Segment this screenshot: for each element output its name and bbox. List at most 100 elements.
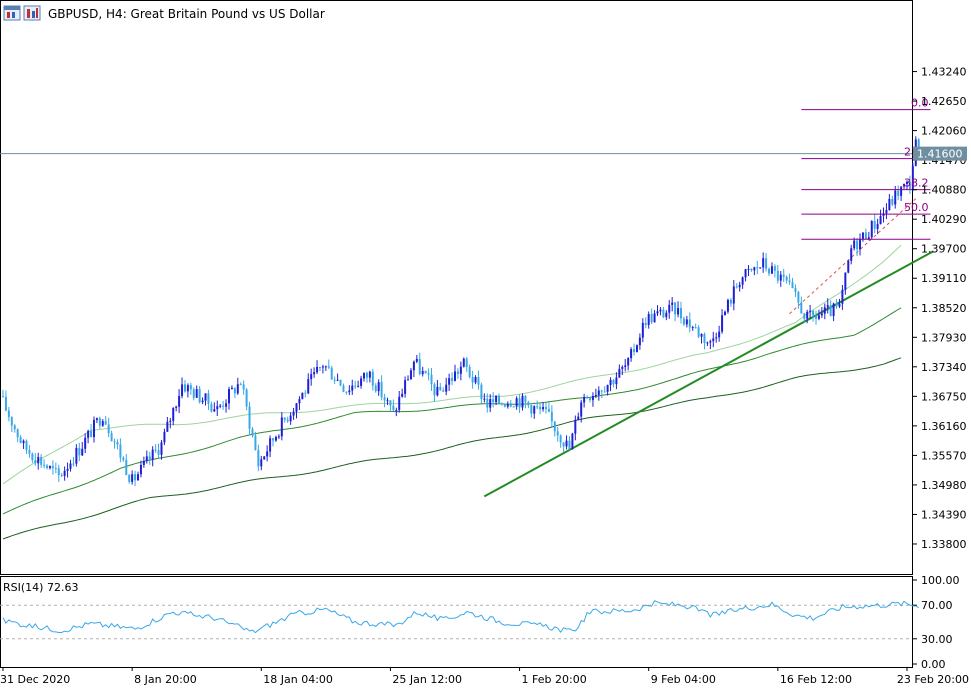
candle[interactable] [216,400,219,417]
candle[interactable] [134,470,137,487]
candle[interactable] [401,388,404,398]
candle[interactable] [151,446,154,467]
candle[interactable] [313,367,316,378]
candle[interactable] [442,387,445,392]
candle[interactable] [119,438,122,463]
candle[interactable] [911,162,914,192]
candle[interactable] [706,341,709,347]
candle[interactable] [653,310,656,323]
candle[interactable] [421,366,424,377]
candle[interactable] [785,275,788,284]
candle[interactable] [289,412,292,425]
candle[interactable] [34,453,37,466]
candle[interactable] [638,333,641,350]
candle[interactable] [407,375,410,381]
candle[interactable] [615,372,618,390]
candle[interactable] [345,391,348,395]
candle[interactable] [565,435,568,450]
candle[interactable] [735,282,738,289]
candle[interactable] [266,445,269,462]
candle[interactable] [316,360,319,375]
candle[interactable] [453,364,456,382]
candle[interactable] [116,439,119,450]
trendline[interactable] [483,250,934,498]
candle[interactable] [556,426,559,442]
candle[interactable] [16,428,19,443]
candle[interactable] [738,281,741,292]
candle[interactable] [157,443,160,459]
candle[interactable] [512,405,515,408]
candle[interactable] [806,309,809,324]
candle[interactable] [189,382,192,395]
candle[interactable] [547,402,550,413]
candle[interactable] [25,439,28,454]
candle[interactable] [544,402,547,414]
candle[interactable] [459,361,462,381]
candle[interactable] [703,332,706,350]
candle[interactable] [181,377,184,399]
candle[interactable] [791,277,794,289]
candle[interactable] [691,325,694,331]
candle[interactable] [779,271,782,287]
candle[interactable] [500,402,503,406]
candle[interactable] [310,368,313,386]
candle[interactable] [301,392,304,400]
candle[interactable] [69,459,72,472]
candle[interactable] [380,375,383,401]
candle[interactable] [732,280,735,311]
candle[interactable] [580,399,583,423]
candle[interactable] [330,365,333,380]
candle[interactable] [794,284,797,297]
candle[interactable] [233,387,236,399]
candle[interactable] [829,300,832,317]
candle[interactable] [803,312,806,322]
candle[interactable] [762,252,765,273]
candle[interactable] [363,372,366,382]
candle[interactable] [248,401,251,436]
candle[interactable] [113,438,116,449]
candle[interactable] [139,460,142,478]
candle[interactable] [697,325,700,339]
candle[interactable] [606,384,609,396]
candle[interactable] [509,400,512,408]
candle[interactable] [530,404,533,418]
candle[interactable] [10,416,13,432]
candle[interactable] [40,454,43,468]
candle[interactable] [659,307,662,316]
candle[interactable] [81,441,84,457]
candle[interactable] [668,300,671,319]
candle[interactable] [48,465,51,470]
candle[interactable] [22,439,25,449]
candle[interactable] [885,203,888,220]
candle[interactable] [298,396,301,410]
candle[interactable] [870,220,873,239]
candle[interactable] [163,428,166,446]
candle[interactable] [635,344,638,353]
candle[interactable] [471,370,474,389]
candle[interactable] [198,386,201,404]
candle[interactable] [665,310,668,321]
candle[interactable] [368,370,371,383]
candle[interactable] [260,455,263,471]
candle[interactable] [321,364,324,374]
candle[interactable] [788,273,791,286]
candle[interactable] [776,265,779,284]
candle[interactable] [415,354,418,364]
candle[interactable] [213,402,216,412]
candle[interactable] [427,368,430,381]
candle[interactable] [468,364,471,379]
candle[interactable] [37,452,40,470]
candle[interactable] [897,185,900,201]
candle[interactable] [597,386,600,401]
candle[interactable] [905,180,908,191]
candle[interactable] [542,402,545,412]
candle[interactable] [125,453,128,476]
candle[interactable] [650,308,653,324]
candle[interactable] [682,316,685,327]
candle[interactable] [418,352,421,376]
candle[interactable] [559,434,562,448]
candle[interactable] [72,456,75,467]
candle[interactable] [577,412,580,421]
candle[interactable] [586,395,589,399]
